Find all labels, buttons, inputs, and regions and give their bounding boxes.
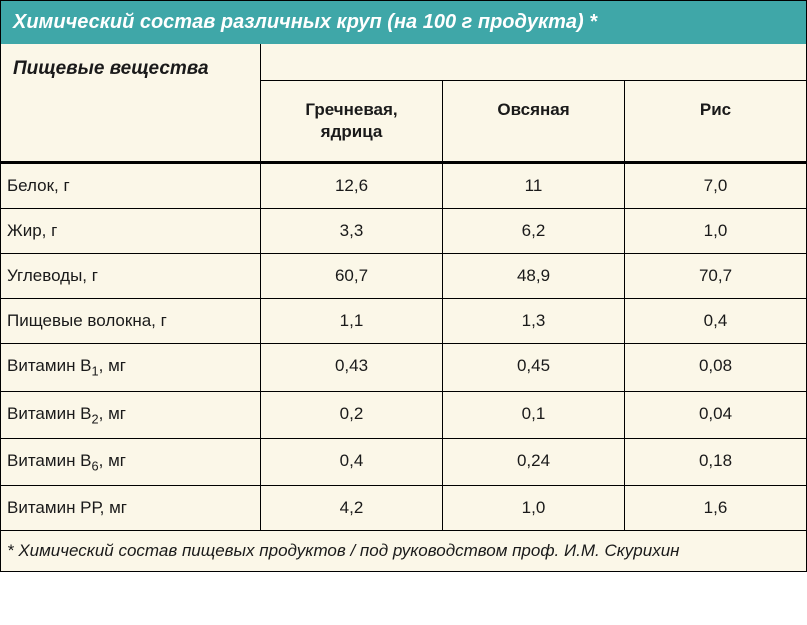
row-value: 1,0 (443, 486, 625, 530)
row-value: 3,3 (261, 209, 443, 253)
row-value: 1,6 (625, 486, 806, 530)
column-header: Гречневая,ядрица (261, 81, 443, 161)
table-row: Витамин В2, мг0,20,10,04 (1, 392, 806, 439)
header-label: Пищевые вещества (1, 44, 261, 161)
table-row: Витамин В6, мг0,40,240,18 (1, 439, 806, 486)
row-label: Белок, г (1, 164, 261, 208)
row-value: 0,1 (443, 392, 625, 438)
table-title: Химический состав различных круп (на 100… (1, 1, 806, 44)
row-value: 0,18 (625, 439, 806, 485)
row-label: Углеводы, г (1, 254, 261, 298)
row-value: 0,2 (261, 392, 443, 438)
row-value: 48,9 (443, 254, 625, 298)
table-row: Жир, г3,36,21,0 (1, 209, 806, 254)
row-value: 1,1 (261, 299, 443, 343)
table-row: Витамин В1, мг0,430,450,08 (1, 344, 806, 391)
row-value: 0,24 (443, 439, 625, 485)
table-footnote: * Химический состав пищевых продуктов / … (1, 531, 806, 571)
column-header: Рис (625, 81, 806, 161)
row-value: 0,4 (261, 439, 443, 485)
table-row: Пищевые волокна, г1,11,30,4 (1, 299, 806, 344)
row-value: 60,7 (261, 254, 443, 298)
row-value: 0,45 (443, 344, 625, 390)
row-value: 7,0 (625, 164, 806, 208)
table-row: Углеводы, г60,748,970,7 (1, 254, 806, 299)
row-label: Витамин В2, мг (1, 392, 261, 438)
row-value: 12,6 (261, 164, 443, 208)
row-value: 0,4 (625, 299, 806, 343)
row-label: Пищевые волокна, г (1, 299, 261, 343)
row-value: 70,7 (625, 254, 806, 298)
table-row: Белок, г12,6117,0 (1, 162, 806, 209)
table-row: Витамин РР, мг4,21,01,6 (1, 486, 806, 531)
nutrition-table: Химический состав различных круп (на 100… (0, 0, 807, 572)
row-value: 4,2 (261, 486, 443, 530)
row-value: 1,0 (625, 209, 806, 253)
row-label: Жир, г (1, 209, 261, 253)
row-value: 0,08 (625, 344, 806, 390)
header-columns-wrap: Гречневая,ядрицаОвсянаяРис (261, 44, 806, 161)
row-label: Витамин В6, мг (1, 439, 261, 485)
row-value: 6,2 (443, 209, 625, 253)
table-header: Пищевые вещества Гречневая,ядрицаОвсяная… (1, 44, 806, 162)
row-value: 11 (443, 164, 625, 208)
table-body: Белок, г12,6117,0Жир, г3,36,21,0Углеводы… (1, 162, 806, 531)
row-label: Витамин РР, мг (1, 486, 261, 530)
row-value: 0,43 (261, 344, 443, 390)
row-label: Витамин В1, мг (1, 344, 261, 390)
column-header: Овсяная (443, 81, 625, 161)
row-value: 1,3 (443, 299, 625, 343)
row-value: 0,04 (625, 392, 806, 438)
